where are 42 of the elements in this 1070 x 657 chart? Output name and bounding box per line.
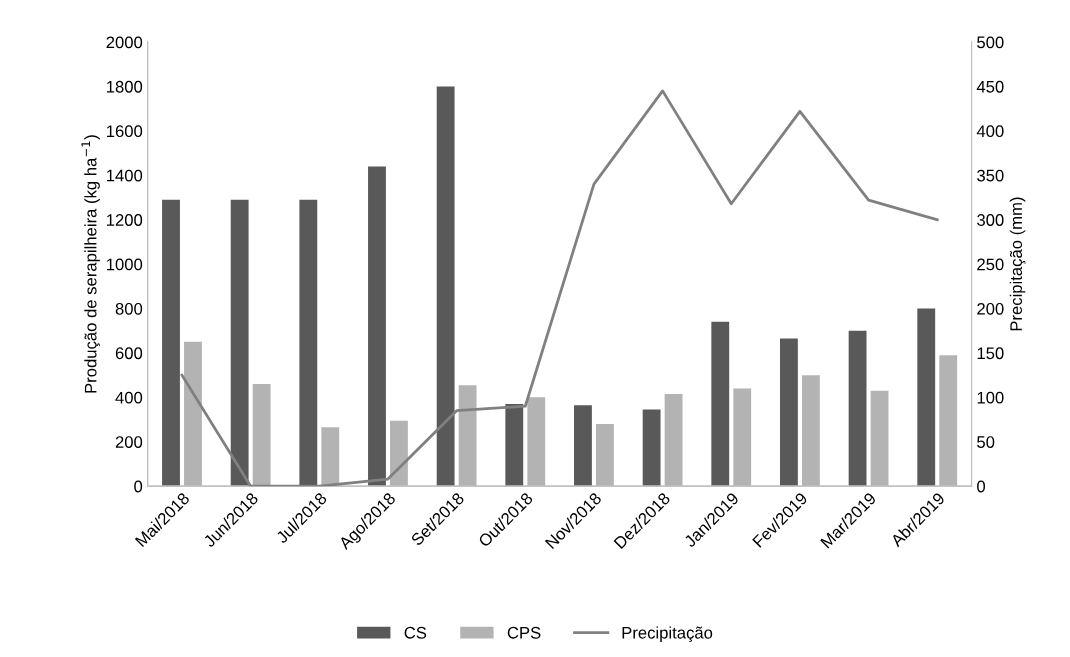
bar bbox=[321, 427, 340, 487]
bar bbox=[252, 384, 271, 487]
bar bbox=[711, 321, 730, 487]
y2-tick-label: 100 bbox=[977, 391, 1004, 404]
y-tick-label: 400 bbox=[115, 391, 143, 404]
y-tick-label: 800 bbox=[115, 302, 143, 315]
bar bbox=[505, 404, 524, 487]
legend-label: CPS bbox=[507, 626, 541, 639]
y2-axis-title: Precipitação (mm) bbox=[1009, 197, 1026, 331]
legend-label: CS bbox=[404, 626, 427, 639]
bar bbox=[780, 338, 798, 487]
y-tick-label: 200 bbox=[115, 436, 143, 448]
bar bbox=[299, 199, 318, 487]
y2-tick-label: 0 bbox=[977, 480, 986, 493]
y-tick-label: 1400 bbox=[107, 169, 143, 182]
y2-tick-label: 250 bbox=[977, 258, 1004, 271]
y2-tick-label: 150 bbox=[977, 347, 1004, 360]
line-series bbox=[180, 89, 939, 487]
y2-tick-label: 350 bbox=[977, 169, 1004, 182]
y-tick-label: 1800 bbox=[107, 80, 143, 93]
y2-tick-label: 500 bbox=[977, 36, 1004, 49]
y-tick-label: 1000 bbox=[107, 258, 143, 271]
y2-tick-label: 400 bbox=[976, 125, 1004, 138]
bar bbox=[162, 199, 180, 487]
y2-tick-label: 450 bbox=[976, 80, 1004, 93]
y-axis-title: Produção de serapilheira (kg ha$^{−1}$) bbox=[81, 135, 100, 393]
y-tick-label: 600 bbox=[115, 347, 143, 360]
bar bbox=[917, 308, 936, 487]
bar bbox=[436, 86, 455, 487]
y-tick-label: 1200 bbox=[107, 214, 143, 226]
y-tick-label: 1600 bbox=[107, 125, 143, 138]
y-tick-label: 2000 bbox=[106, 36, 143, 49]
y2-tick-label: 300 bbox=[977, 214, 1004, 226]
bar bbox=[230, 199, 249, 487]
y2-tick-label: 50 bbox=[977, 436, 995, 448]
bar bbox=[848, 330, 867, 487]
y-tick-label: 0 bbox=[134, 480, 143, 493]
bar bbox=[368, 166, 386, 487]
bar bbox=[574, 405, 592, 487]
bar bbox=[642, 409, 661, 487]
y2-tick-label: 200 bbox=[977, 302, 1004, 315]
legend-label: Precipitação bbox=[622, 626, 713, 642]
